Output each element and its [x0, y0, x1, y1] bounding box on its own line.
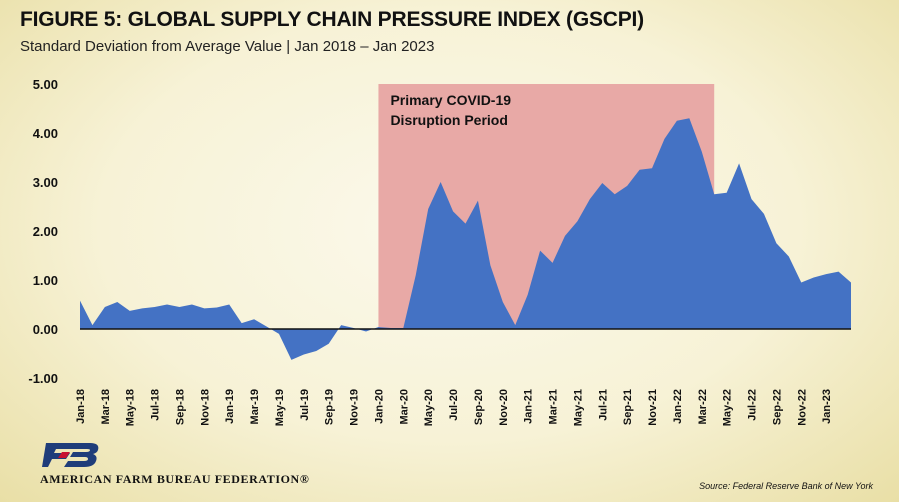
y-tick-label: 4.00 — [33, 126, 58, 141]
y-tick-label: 0.00 — [33, 322, 58, 337]
chart-subtitle: Standard Deviation from Average Value | … — [20, 38, 435, 55]
x-tick-label: Mar-18 — [100, 389, 112, 424]
y-tick-label: 2.00 — [33, 224, 58, 239]
x-tick-label: Sep-18 — [174, 389, 186, 425]
y-tick-label: 5.00 — [33, 77, 58, 92]
x-tick-label: Mar-19 — [249, 389, 261, 424]
covid-annotation-line1: Primary COVID-19 — [390, 92, 511, 108]
org-name: AMERICAN FARM BUREAU FEDERATION® — [40, 472, 310, 486]
chart-title: FIGURE 5: GLOBAL SUPPLY CHAIN PRESSURE I… — [20, 8, 644, 31]
x-tick-label: Jan-22 — [672, 389, 684, 424]
x-tick-label: Jan-20 — [373, 389, 385, 424]
x-tick-label: Nov-22 — [796, 389, 808, 426]
x-tick-label: Nov-20 — [498, 389, 510, 426]
x-tick-label: May-22 — [722, 389, 734, 426]
x-tick-label: Sep-22 — [771, 389, 783, 425]
y-tick-label: -1.00 — [28, 371, 58, 386]
y-tick-label: 3.00 — [33, 175, 58, 190]
x-tick-label: Jan-21 — [523, 389, 535, 424]
covid-annotation-line2: Disruption Period — [390, 112, 507, 128]
x-tick-label: Nov-21 — [647, 389, 659, 426]
x-tick-label: Jul-22 — [747, 389, 759, 421]
y-tick-label: 1.00 — [33, 273, 58, 288]
x-tick-label: Sep-19 — [324, 389, 336, 425]
x-tick-label: Jan-18 — [75, 389, 87, 424]
gscpi-area-series — [80, 118, 851, 360]
x-tick-label: Jul-20 — [448, 389, 460, 421]
x-tick-label: Nov-18 — [199, 389, 211, 426]
source-note: Source: Federal Reserve Bank of New York — [699, 481, 873, 491]
x-tick-label: Mar-22 — [697, 389, 709, 424]
x-tick-label: Mar-21 — [548, 389, 560, 424]
x-tick-label: Mar-20 — [398, 389, 410, 424]
x-tick-label: May-19 — [274, 389, 286, 426]
x-tick-label: Sep-21 — [622, 389, 634, 425]
x-tick-label: May-21 — [572, 389, 584, 426]
x-tick-label: Nov-19 — [349, 389, 361, 426]
x-tick-label: Jan-23 — [821, 389, 833, 424]
x-tick-label: Jan-19 — [224, 389, 236, 424]
x-tick-label: Sep-20 — [473, 389, 485, 425]
x-tick-label: May-18 — [125, 389, 137, 426]
x-tick-label: Jul-19 — [299, 389, 311, 421]
x-tick-label: Jul-21 — [597, 389, 609, 421]
x-tick-label: Jul-18 — [150, 389, 162, 421]
afbf-logo-icon — [42, 443, 99, 467]
x-tick-label: May-20 — [423, 389, 435, 426]
afbf-logo — [40, 441, 102, 469]
